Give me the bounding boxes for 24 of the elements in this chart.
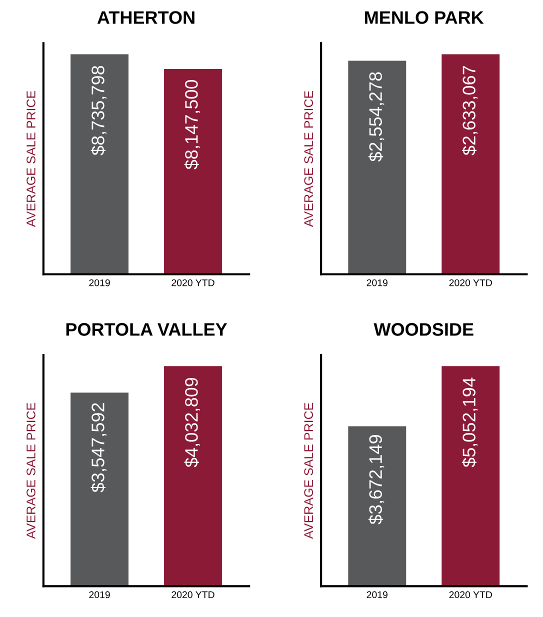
x-tick-label: 2019	[366, 591, 388, 598]
y-axis-title: AVERAGE SALE PRICE	[304, 90, 314, 228]
chart-title: MENLO PARK	[365, 11, 484, 24]
x-tick-label: 2020 YTD	[449, 279, 492, 286]
data-label: $8,147,500	[184, 80, 200, 170]
data-label: $3,547,592	[90, 403, 107, 492]
chart-title: PORTOLA VALLEY	[66, 323, 228, 336]
x-tick-label: 2019	[366, 279, 388, 286]
x-tick-label: 2019	[89, 279, 110, 286]
chart-title: ATHERTON	[97, 11, 194, 24]
y-axis-title: AVERAGE SALE PRICE	[26, 90, 36, 228]
data-label: $4,032,809	[184, 378, 200, 468]
data-label: $2,633,067	[462, 66, 478, 156]
data-label: $5,052,194	[462, 378, 478, 468]
data-label: $3,672,149	[368, 435, 384, 524]
x-tick-label: 2020 YTD	[172, 591, 214, 598]
y-axis-title: AVERAGE SALE PRICE	[26, 402, 36, 539]
data-label: $8,735,798	[90, 66, 107, 156]
y-axis-title: AVERAGE SALE PRICE	[304, 402, 314, 539]
x-tick-label: 2019	[89, 591, 110, 598]
x-tick-label: 2020 YTD	[449, 591, 492, 598]
x-tick-label: 2020 YTD	[172, 279, 214, 286]
chart-title: WOODSIDE	[374, 323, 474, 336]
data-label: $2,554,278	[368, 72, 384, 162]
